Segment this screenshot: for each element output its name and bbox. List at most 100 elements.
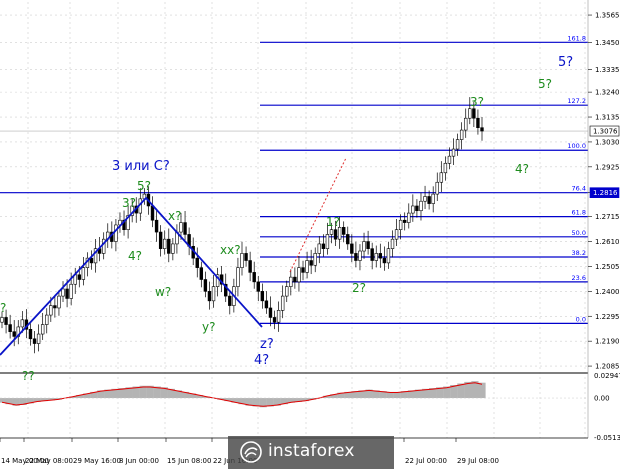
time-label: 15 Jun 08:00 [167, 457, 211, 465]
oscillator-bar [379, 391, 387, 399]
candle-body [77, 274, 81, 280]
oscillator-bar [167, 388, 176, 399]
price-label: 1.3335 [595, 66, 620, 74]
candle-body [435, 181, 439, 195]
oscillator-bar [33, 398, 41, 402]
price-box [589, 125, 620, 137]
wave-label-blue: 4? [254, 353, 269, 368]
oscillator-bar [47, 398, 56, 401]
wave-line-blue [0, 196, 263, 356]
oscillator-bar [450, 384, 458, 399]
candle-body [57, 295, 61, 309]
candle-body [236, 267, 240, 287]
wave-label-green: 1? [326, 215, 340, 229]
candle-body [313, 253, 317, 266]
price-label: 1.2610 [595, 238, 620, 246]
time-label: 29 Jul 08:00 [457, 457, 499, 465]
fibonacci-levels: 161.8 127.2 100.0 76.4 61.8 50.0 38.2 23.6 0.0 [0, 34, 588, 324]
candle-body [370, 248, 374, 261]
oscillator-bar [104, 389, 112, 399]
oscillator-bar [414, 389, 423, 399]
candle-body [65, 288, 69, 299]
wave-label-green: 3? [122, 196, 136, 210]
oscillator-bar [471, 381, 479, 399]
candle-body [195, 257, 199, 268]
oscillator-bar [344, 391, 352, 399]
candle-body [215, 274, 220, 287]
fib-level-label: 127.2 [567, 97, 586, 105]
oscillator-bar [196, 394, 204, 399]
price-label: 1.3565 [595, 12, 620, 20]
candle-body [12, 331, 16, 337]
candle-body [224, 283, 228, 297]
candle-body [317, 243, 321, 254]
candle-body [171, 243, 175, 254]
oscillator-bar [217, 398, 225, 400]
candle-body [329, 229, 334, 235]
price-label: 1.2505 [595, 263, 620, 271]
wave-label-green: x? [168, 209, 181, 223]
price-label: 1.2925 [595, 163, 620, 171]
oscillator-bar [323, 395, 331, 399]
instaforex-logo-icon [240, 441, 262, 463]
candle-body [126, 215, 130, 230]
candle-body [325, 234, 330, 249]
oscillator-signal-line [1, 382, 483, 407]
candle-body [333, 229, 338, 240]
candle-body [443, 162, 448, 174]
wave-label-blue: 5? [558, 55, 573, 70]
oscillator-bar [393, 391, 401, 399]
wave-labels: ?5?3?4?x?w?xx?y?1?2?3?4?5???3 или C?z?4?… [0, 55, 573, 383]
candle-body [32, 338, 37, 344]
candle-body [398, 219, 403, 230]
candle-body [354, 253, 358, 261]
wave-label-green: ?? [22, 369, 35, 383]
candle-body [464, 117, 468, 131]
candle-body [272, 317, 277, 323]
candle-body [36, 333, 41, 344]
candle-body [0, 317, 4, 323]
candle-body [382, 257, 387, 264]
oscillator-panel: 0.02947 0.00 -0.05133 [0, 372, 620, 442]
oscillator-bar [351, 391, 359, 399]
oscillator-bar [337, 392, 345, 399]
candle-body [260, 291, 265, 302]
oscillator-bar [266, 398, 274, 407]
oscillator-bar [330, 394, 338, 399]
oscillator-bar [287, 398, 296, 403]
candle-body [411, 205, 415, 214]
candle-body [451, 148, 456, 157]
wave-label-blue: z? [260, 337, 274, 352]
wave-label-green: 5? [538, 77, 552, 91]
price-label: 1.2085 [595, 363, 620, 371]
oscillator-bar [68, 396, 77, 399]
oscillator-bar [40, 398, 48, 402]
oscillator-bar [153, 386, 161, 399]
candle-body [346, 234, 350, 245]
candle-body [276, 310, 281, 323]
candle-body [211, 286, 216, 302]
candle-body [203, 279, 208, 292]
candle-body [407, 212, 411, 223]
candle-body [301, 267, 305, 273]
oscillator-label: 0.02947 [594, 372, 620, 380]
oscillator-bar [146, 385, 154, 399]
candle-body [114, 224, 118, 242]
oscillator-bar [386, 391, 394, 399]
fib-level-label: 161.8 [567, 34, 586, 42]
candle-body [431, 193, 435, 204]
price-label: 1.3450 [595, 39, 620, 47]
candle-body [93, 248, 98, 264]
wave-label-green: 2? [352, 281, 366, 295]
oscillator-bar [139, 385, 147, 399]
wave-label-green: w? [155, 285, 171, 299]
oscillator-bar [174, 390, 183, 399]
oscillator-bar [358, 390, 366, 399]
oscillator-bar [280, 398, 288, 405]
wave-label-green: xx? [220, 243, 241, 257]
candle-body [378, 253, 383, 259]
candle-body [248, 260, 252, 273]
wave-lines [0, 0, 589, 438]
price-label: 1.3030 [595, 138, 620, 146]
